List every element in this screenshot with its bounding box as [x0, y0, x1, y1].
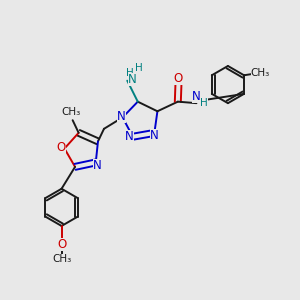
Text: O: O: [57, 238, 66, 251]
Text: H: H: [126, 68, 134, 78]
Text: N: N: [93, 159, 102, 172]
Text: N: N: [192, 90, 201, 103]
Text: H: H: [200, 98, 208, 108]
Text: CH₃: CH₃: [52, 254, 71, 264]
Text: CH₃: CH₃: [250, 68, 270, 78]
Text: N: N: [117, 110, 125, 123]
Text: CH₃: CH₃: [61, 107, 81, 117]
Text: N: N: [125, 130, 134, 143]
Text: H: H: [135, 63, 142, 73]
Text: O: O: [174, 72, 183, 85]
Text: N: N: [150, 129, 159, 142]
Text: O: O: [56, 140, 65, 154]
Text: N: N: [128, 73, 137, 86]
